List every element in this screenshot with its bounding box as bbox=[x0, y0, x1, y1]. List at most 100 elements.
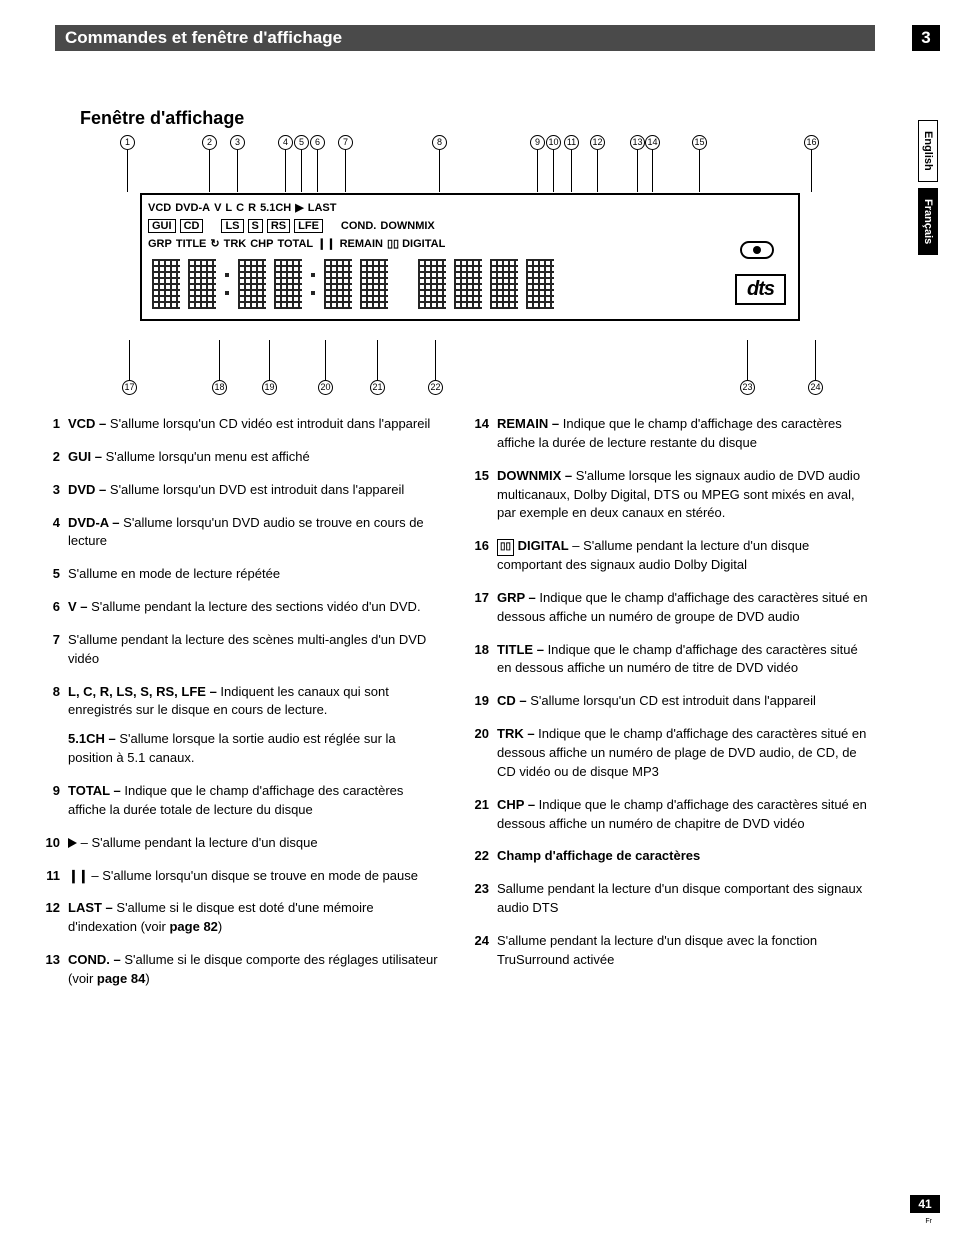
legend-number: 8 bbox=[42, 683, 68, 768]
legend-number: 7 bbox=[42, 631, 68, 669]
callout-5: 5 bbox=[294, 135, 309, 192]
tab-francais[interactable]: Français bbox=[918, 188, 938, 255]
callout-14: 14 bbox=[645, 135, 660, 192]
legend-text: Champ d'affichage de caractères bbox=[497, 847, 872, 866]
lcd-label: GRP bbox=[148, 238, 172, 250]
legend-text: ▯▯ DIGITAL – S'allume pendant la lecture… bbox=[497, 537, 872, 575]
callout-3: 3 bbox=[230, 135, 245, 192]
lcd-label: CHP bbox=[250, 238, 273, 250]
lcd-label: DVD-A bbox=[175, 202, 210, 214]
legend-columns: 1VCD – S'allume lorsqu'un CD vidéo est i… bbox=[42, 415, 872, 1003]
legend-item-2: 2GUI – S'allume lorsqu'un menu est affic… bbox=[42, 448, 443, 467]
legend-number: 5 bbox=[42, 565, 68, 584]
lcd-label: S bbox=[248, 219, 263, 233]
legend-number: 23 bbox=[471, 880, 497, 918]
callout-15: 15 bbox=[692, 135, 707, 192]
legend-number: 9 bbox=[42, 782, 68, 820]
legend-text: Sallume pendant la lecture d'un disque c… bbox=[497, 880, 872, 918]
legend-number: 12 bbox=[42, 899, 68, 937]
page-lang: Fr bbox=[925, 1218, 932, 1225]
callout-8: 8 bbox=[432, 135, 447, 192]
lcd-label: C bbox=[236, 202, 244, 214]
legend-number: 16 bbox=[471, 537, 497, 575]
legend-number: 18 bbox=[471, 641, 497, 679]
lcd-label: VCD bbox=[148, 202, 171, 214]
legend-item-21: 21CHP – Indique que le champ d'affichage… bbox=[471, 796, 872, 834]
legend-item-23: 23Sallume pendant la lecture d'un disque… bbox=[471, 880, 872, 918]
legend-item-7: 7S'allume pendant la lecture des scènes … bbox=[42, 631, 443, 669]
legend-text: S'allume pendant la lecture d'un disque … bbox=[497, 932, 872, 970]
callout-24: 24 bbox=[808, 340, 823, 395]
legend-number: 24 bbox=[471, 932, 497, 970]
pause-icon: ❙❙ bbox=[68, 867, 88, 886]
legend-text: ❙❙ – S'allume lorsqu'un disque se trouve… bbox=[68, 867, 443, 886]
language-tabs: English Français bbox=[918, 120, 940, 261]
lcd-label: 5.1CH bbox=[260, 202, 291, 214]
callout-12: 12 bbox=[590, 135, 605, 192]
legend-text: S'allume en mode de lecture répétée bbox=[68, 565, 443, 584]
lcd-label: ▶ bbox=[295, 201, 303, 214]
legend-item-12: 12LAST – S'allume si le disque est doté … bbox=[42, 899, 443, 937]
legend-item-15: 15DOWNMIX – S'allume lorsque les signaux… bbox=[471, 467, 872, 524]
lcd-label: V bbox=[214, 202, 221, 214]
rec-indicator-icon bbox=[740, 241, 774, 259]
callout-19: 19 bbox=[262, 340, 277, 395]
legend-item-11: 11❙❙ – S'allume lorsqu'un disque se trou… bbox=[42, 867, 443, 886]
callout-6: 6 bbox=[310, 135, 325, 192]
legend-item-8: 8L, C, R, LS, S, RS, LFE – Indiquent les… bbox=[42, 683, 443, 768]
legend-number: 2 bbox=[42, 448, 68, 467]
legend-number: 15 bbox=[471, 467, 497, 524]
legend-text: TRK – Indique que le champ d'affichage d… bbox=[497, 725, 872, 782]
callout-9: 9 bbox=[530, 135, 545, 192]
section-header: Commandes et fenêtre d'affichage bbox=[55, 25, 875, 51]
legend-item-24: 24S'allume pendant la lecture d'un disqu… bbox=[471, 932, 872, 970]
legend-text: REMAIN – Indique que le champ d'affichag… bbox=[497, 415, 872, 453]
legend-item-5: 5S'allume en mode de lecture répétée bbox=[42, 565, 443, 584]
lcd-digits bbox=[152, 257, 638, 311]
legend-right-column: 14REMAIN – Indique que le champ d'affich… bbox=[471, 415, 872, 1003]
legend-text: GRP – Indique que le champ d'affichage d… bbox=[497, 589, 872, 627]
lcd-label: CD bbox=[180, 219, 204, 233]
legend-text: – S'allume pendant la lecture d'un disqu… bbox=[68, 834, 443, 853]
callout-11: 11 bbox=[564, 135, 579, 192]
legend-item-16: 16▯▯ DIGITAL – S'allume pendant la lectu… bbox=[471, 537, 872, 575]
lcd-label: LS bbox=[221, 219, 243, 233]
callout-2: 2 bbox=[202, 135, 217, 192]
callout-20: 20 bbox=[318, 340, 333, 395]
legend-number: 6 bbox=[42, 598, 68, 617]
tab-english[interactable]: English bbox=[918, 120, 938, 182]
callout-13: 13 bbox=[630, 135, 645, 192]
page-number: 41 bbox=[910, 1195, 940, 1213]
legend-item-3: 3DVD – S'allume lorsqu'un DVD est introd… bbox=[42, 481, 443, 500]
legend-item-20: 20TRK – Indique que le champ d'affichage… bbox=[471, 725, 872, 782]
legend-text: GUI – S'allume lorsqu'un menu est affich… bbox=[68, 448, 443, 467]
legend-text: DVD – S'allume lorsqu'un DVD est introdu… bbox=[68, 481, 443, 500]
lcd-label: ↻ bbox=[210, 237, 219, 250]
legend-number: 10 bbox=[42, 834, 68, 853]
legend-item-19: 19CD – S'allume lorsqu'un CD est introdu… bbox=[471, 692, 872, 711]
callout-4: 4 bbox=[278, 135, 293, 192]
lcd-label: ▯▯ DIGITAL bbox=[387, 237, 445, 250]
legend-text: COND. – S'allume si le disque comporte d… bbox=[68, 951, 443, 989]
lcd-label: LFE bbox=[294, 219, 323, 233]
lcd-label: LAST bbox=[308, 202, 337, 214]
legend-number: 19 bbox=[471, 692, 497, 711]
display-diagram: 12345678910111213141516 VCDDVD-AVLCR5.1C… bbox=[80, 135, 840, 395]
dts-logo: dts bbox=[735, 274, 786, 305]
callout-17: 17 bbox=[122, 340, 137, 395]
callout-23: 23 bbox=[740, 340, 755, 395]
chapter-number: 3 bbox=[912, 25, 940, 51]
lcd-label: RS bbox=[267, 219, 290, 233]
legend-item-22: 22Champ d'affichage de caractères bbox=[471, 847, 872, 866]
legend-number: 22 bbox=[471, 847, 497, 866]
legend-number: 3 bbox=[42, 481, 68, 500]
legend-item-4: 4DVD-A – S'allume lorsqu'un DVD audio se… bbox=[42, 514, 443, 552]
legend-item-14: 14REMAIN – Indique que le champ d'affich… bbox=[471, 415, 872, 453]
legend-number: 20 bbox=[471, 725, 497, 782]
legend-text: CHP – Indique que le champ d'affichage d… bbox=[497, 796, 872, 834]
legend-item-6: 6V – S'allume pendant la lecture des sec… bbox=[42, 598, 443, 617]
legend-text: S'allume pendant la lecture des scènes m… bbox=[68, 631, 443, 669]
lcd-label: TRK bbox=[224, 238, 247, 250]
lcd-label: TITLE bbox=[176, 238, 207, 250]
callout-16: 16 bbox=[804, 135, 819, 192]
